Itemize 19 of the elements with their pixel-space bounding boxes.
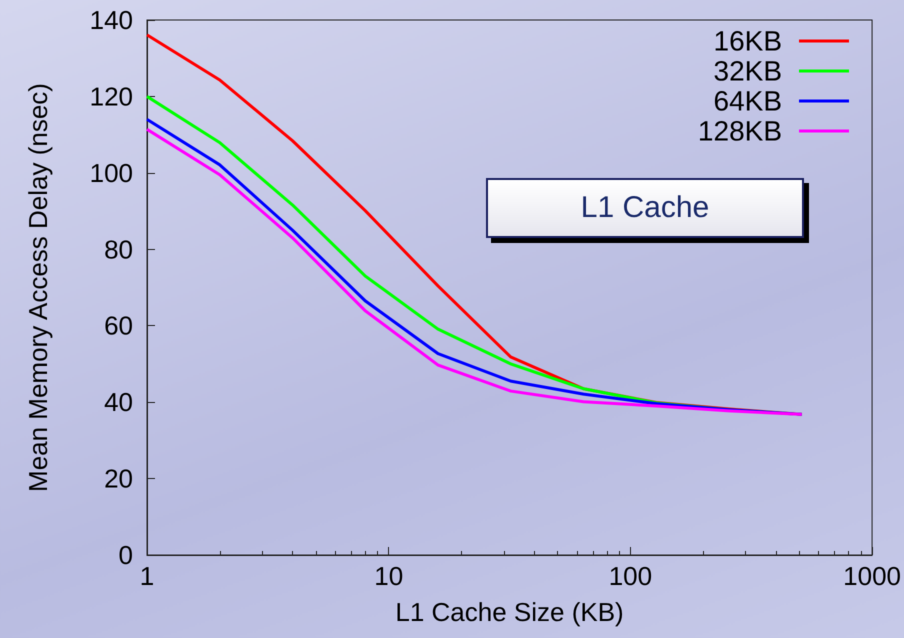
y-tick-label: 20	[104, 464, 133, 494]
legend-label: 32KB	[714, 56, 782, 86]
x-tick-label: 100	[608, 561, 652, 591]
annotation: L1 Cache	[580, 191, 710, 225]
legend-label: 128KB	[698, 116, 782, 146]
y-tick-label: 100	[90, 158, 133, 188]
legend-label: 16KB	[714, 26, 782, 56]
y-tick-label: 40	[104, 387, 133, 418]
x-tick-label: 10	[374, 561, 404, 591]
y-tick-label: 140	[90, 5, 133, 35]
y-axis-title: Mean Memory Access Delay (nsec)	[23, 83, 53, 492]
y-tick-label: 80	[104, 234, 133, 264]
y-tick-label: 120	[90, 81, 133, 112]
legend-label: 64KB	[714, 86, 782, 116]
x-tick-label: 1000	[843, 561, 901, 591]
x-axis-title: L1 Cache Size (KB)	[395, 597, 624, 627]
y-tick-label: 0	[118, 540, 133, 570]
x-tick-label: 1	[140, 561, 154, 591]
y-tick-label: 60	[104, 310, 133, 341]
